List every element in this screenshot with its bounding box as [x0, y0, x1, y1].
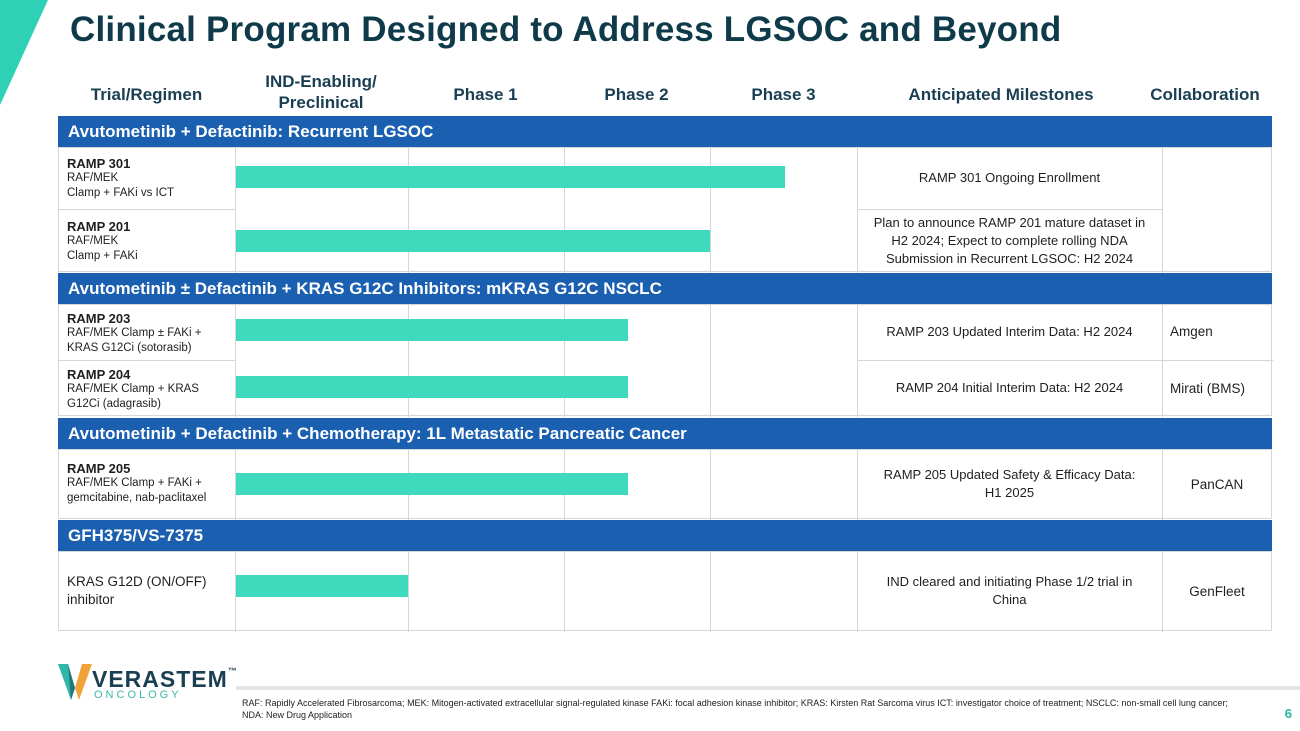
header-phase2: Phase 2 [604, 84, 669, 104]
logo-subtitle: ONCOLOGY [94, 689, 182, 701]
bar-ramp-204 [236, 376, 628, 398]
section-header-nsclc: Avutometinib ± Defactinib + KRAS G12C In… [58, 273, 1272, 304]
header-phase3: Phase 3 [751, 84, 816, 104]
trial-ramp-205: RAMP 205 RAF/MEK Clamp + FAKi + gemcitabi… [67, 461, 207, 504]
milestone-ramp-204: RAMP 204 Initial Interim Data: H2 2024 [895, 380, 1124, 395]
bar-ramp-205 [236, 473, 628, 495]
collaboration-ramp-205: PanCAN [1190, 476, 1244, 492]
corner-accent [0, 0, 48, 105]
section-header-pancreatic: Avutometinib + Defactinib + Chemotherapy… [58, 418, 1272, 449]
trial-kras-g12d: KRAS G12D (ON/OFF) inhibitor [67, 574, 207, 607]
milestone-ramp-205: RAMP 205 Updated Safety & Efficacy Data:… [883, 467, 1136, 500]
section-table-lgsoc [58, 147, 1272, 273]
footnote: RAF: Rapidly Accelerated Fibrosarcoma; M… [242, 698, 1228, 720]
section-header-lgsoc: Avutometinib + Defactinib: Recurrent LGS… [58, 116, 1272, 147]
trial-ramp-204: RAMP 204 RAF/MEK Clamp + KRAS G12Ci (adag… [67, 367, 199, 410]
section-table-gfh375 [58, 551, 1272, 632]
verastem-logo: VERASTEM™ ONCOLOGY [58, 662, 237, 707]
page-number: 6 [1284, 706, 1292, 721]
verastem-v-icon [58, 664, 92, 700]
collaboration-ramp-203: Amgen [1170, 324, 1213, 339]
header-phase1: Phase 1 [453, 84, 518, 104]
bar-ramp-301 [236, 166, 785, 188]
section-header-gfh375: GFH375/VS-7375 [58, 520, 1272, 551]
page-title: Clinical Program Designed to Address LGS… [70, 10, 1062, 49]
bar-ramp-201 [236, 230, 710, 252]
trial-ramp-301: RAMP 301 RAF/MEK Clamp + FAKi vs ICT [67, 156, 175, 199]
header-ind: IND-Enabling/ Preclinical [265, 72, 377, 112]
milestone-kras-g12d: IND cleared and initiating Phase 1/2 tri… [886, 574, 1133, 607]
logo-tm: ™ [227, 666, 238, 676]
logo-name: VERASTEM [92, 666, 228, 692]
header-milestones: Anticipated Milestones [908, 84, 1094, 104]
milestone-ramp-301: RAMP 301 Ongoing Enrollment [918, 169, 1101, 185]
collaboration-kras-g12d: GenFleet [1189, 583, 1245, 599]
trial-ramp-203: RAMP 203 RAF/MEK Clamp ± FAKi + KRAS G12C… [67, 311, 202, 354]
footer-divider [236, 686, 1300, 690]
milestone-ramp-201: Plan to announce RAMP 201 mature dataset… [873, 214, 1146, 266]
collaboration-ramp-204: Mirati (BMS) [1170, 380, 1245, 396]
section-table-nsclc [58, 304, 1273, 417]
trial-ramp-201: RAMP 201 RAF/MEK Clamp + FAKi [67, 219, 138, 262]
milestone-ramp-203: RAMP 203 Updated Interim Data: H2 2024 [886, 323, 1133, 339]
header-trial: Trial/Regimen [90, 84, 203, 104]
bar-kras-g12d [236, 575, 408, 597]
bar-ramp-203 [236, 319, 628, 341]
header-collaboration: Collaboration [1150, 84, 1260, 104]
